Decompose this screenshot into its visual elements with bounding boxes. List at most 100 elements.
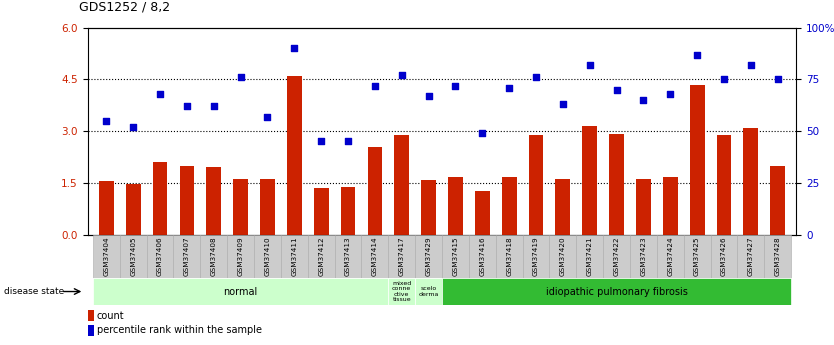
Point: [314, 139, 328, 144]
Bar: [147, 235, 173, 278]
Bar: [737, 235, 764, 278]
Point: [636, 97, 650, 103]
Bar: [361, 235, 389, 278]
Bar: [609, 134, 624, 235]
Text: GSM37405: GSM37405: [130, 236, 136, 276]
Bar: [173, 235, 200, 278]
Bar: [743, 128, 758, 235]
Text: GSM37407: GSM37407: [184, 236, 190, 276]
Point: [475, 130, 489, 136]
Text: GSM37425: GSM37425: [694, 236, 700, 276]
Bar: [442, 235, 469, 278]
Bar: [448, 177, 463, 235]
Bar: [334, 235, 361, 278]
Point: [180, 104, 193, 109]
Point: [744, 62, 757, 68]
Bar: [630, 235, 657, 278]
Bar: [254, 235, 281, 278]
Text: GSM37422: GSM37422: [614, 236, 620, 276]
Bar: [764, 235, 791, 278]
Text: GSM37420: GSM37420: [560, 236, 565, 276]
Bar: [287, 76, 302, 235]
Bar: [475, 191, 490, 235]
Point: [207, 104, 220, 109]
Point: [422, 93, 435, 99]
Point: [288, 46, 301, 51]
Bar: [495, 235, 523, 278]
Bar: [120, 235, 147, 278]
Text: GSM37427: GSM37427: [748, 236, 754, 276]
Bar: [603, 235, 630, 278]
Point: [691, 52, 704, 57]
Bar: [771, 166, 785, 235]
Text: normal: normal: [224, 287, 258, 296]
Text: scelo
derma: scelo derma: [419, 286, 439, 297]
Text: GSM37410: GSM37410: [264, 236, 270, 276]
Bar: [555, 179, 570, 235]
Bar: [663, 177, 678, 235]
Bar: [469, 235, 495, 278]
Text: GSM37406: GSM37406: [157, 236, 163, 276]
Bar: [126, 184, 141, 235]
Point: [771, 77, 784, 82]
Point: [234, 75, 248, 80]
Text: GSM37416: GSM37416: [480, 236, 485, 276]
Bar: [684, 235, 711, 278]
Bar: [93, 278, 389, 305]
Text: GSM37408: GSM37408: [211, 236, 217, 276]
Point: [153, 91, 167, 97]
Bar: [260, 179, 275, 235]
Text: GSM37414: GSM37414: [372, 236, 378, 276]
Text: GSM37423: GSM37423: [641, 236, 646, 276]
Text: GSM37429: GSM37429: [425, 236, 431, 276]
Point: [530, 75, 543, 80]
Bar: [690, 85, 705, 235]
Point: [717, 77, 731, 82]
Text: GSM37421: GSM37421: [586, 236, 593, 276]
Point: [369, 83, 382, 88]
Bar: [153, 162, 168, 235]
Text: GSM37426: GSM37426: [721, 236, 727, 276]
Point: [664, 91, 677, 97]
Point: [341, 139, 354, 144]
Bar: [576, 235, 603, 278]
Point: [556, 101, 570, 107]
Point: [395, 72, 409, 78]
Text: GSM37412: GSM37412: [319, 236, 324, 276]
Text: disease state: disease state: [4, 287, 64, 296]
Bar: [415, 278, 442, 305]
Text: GSM37419: GSM37419: [533, 236, 539, 276]
Point: [502, 85, 515, 90]
Text: GSM37424: GSM37424: [667, 236, 673, 276]
Text: count: count: [97, 310, 124, 321]
Bar: [657, 235, 684, 278]
Bar: [88, 310, 94, 321]
Bar: [523, 235, 550, 278]
Bar: [421, 180, 436, 235]
Text: percentile rank within the sample: percentile rank within the sample: [97, 325, 262, 335]
Point: [100, 118, 113, 124]
Bar: [99, 181, 113, 235]
Point: [127, 124, 140, 130]
Bar: [200, 235, 227, 278]
Bar: [389, 235, 415, 278]
Bar: [308, 235, 334, 278]
Text: GSM37411: GSM37411: [291, 236, 298, 276]
Bar: [88, 325, 94, 336]
Text: GSM37413: GSM37413: [345, 236, 351, 276]
Bar: [368, 147, 382, 235]
Text: mixed
conne
ctive
tissue: mixed conne ctive tissue: [392, 281, 411, 302]
Bar: [227, 235, 254, 278]
Point: [449, 83, 462, 88]
Bar: [502, 177, 516, 235]
Text: GDS1252 / 8,2: GDS1252 / 8,2: [79, 1, 170, 14]
Bar: [394, 135, 409, 235]
Text: GSM37417: GSM37417: [399, 236, 404, 276]
Bar: [93, 235, 120, 278]
Text: idiopathic pulmonary fibrosis: idiopathic pulmonary fibrosis: [545, 287, 687, 296]
Bar: [550, 235, 576, 278]
Point: [261, 114, 274, 119]
Text: GSM37404: GSM37404: [103, 236, 109, 276]
Bar: [206, 167, 221, 235]
Bar: [415, 235, 442, 278]
